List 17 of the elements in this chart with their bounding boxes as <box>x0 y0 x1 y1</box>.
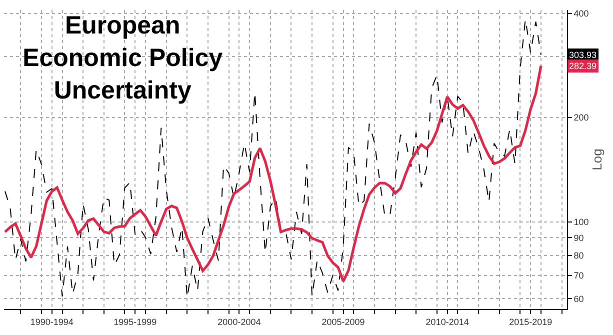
y-tick-label: 80 <box>574 250 584 261</box>
y-tick-label: 60 <box>574 294 584 304</box>
text: European Economic Policy Uncertainty <box>22 12 223 104</box>
y-tick-label: 70 <box>574 270 584 281</box>
y-tick-label: 90 <box>574 232 584 243</box>
x-tick-label: 2015-2019 <box>509 316 552 327</box>
x-tick-label: 2005-2009 <box>322 316 365 327</box>
x-tick-label: 1990-1994 <box>30 316 74 327</box>
y-tick-label: 200 <box>574 112 589 123</box>
y-tick-label: 100 <box>574 216 589 227</box>
x-tick-label: 2000-2004 <box>218 316 261 327</box>
x-tick-label: 2010-2014 <box>426 316 469 327</box>
y-axis-title: Log <box>589 148 604 170</box>
annotation: 282.39 <box>569 61 597 71</box>
annotation: 303.93 <box>569 50 597 60</box>
x-tick-label: 1995-1999 <box>114 316 157 327</box>
y-tick-label: 400 <box>574 8 589 18</box>
